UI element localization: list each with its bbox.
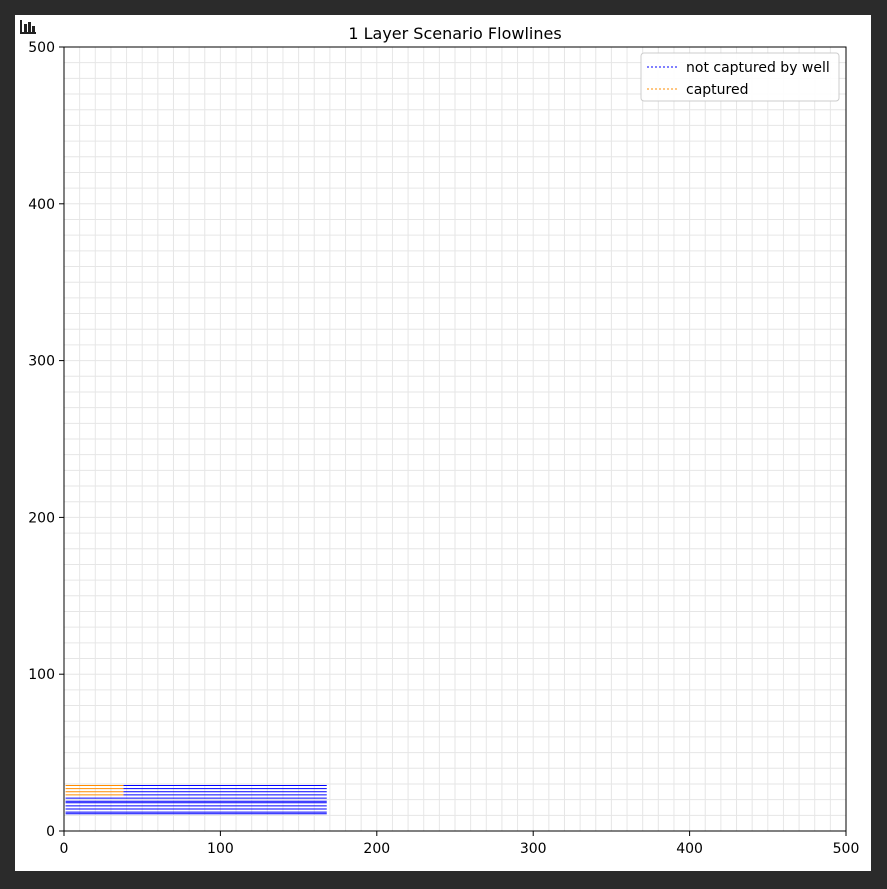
y-tick-label: 400: [28, 197, 55, 213]
x-tick-label: 100: [207, 841, 234, 857]
chart-title: 1 Layer Scenario Flowlines: [348, 24, 561, 43]
x-tick-label: 400: [676, 841, 703, 857]
ticks: 0 100 200 300 400 500 0 100 200 300 400 500: [28, 40, 859, 857]
y-tick-label: 0: [46, 824, 55, 840]
bar-chart-icon[interactable]: [19, 19, 37, 35]
y-tick-label: 100: [28, 667, 55, 683]
y-tick-label: 200: [28, 510, 55, 526]
chart: 0 100 200 300 400 500 0 100 200 300 400 500 1 Layer…: [28, 24, 859, 857]
grid: [63, 46, 847, 832]
x-tick-label: 200: [363, 841, 390, 857]
legend-label-captured: captured: [686, 82, 748, 98]
x-tick-label: 300: [520, 841, 547, 857]
legend-label-not-captured: not captured by well: [686, 60, 830, 76]
y-tick-label: 300: [28, 354, 55, 370]
axes-frame: [63, 46, 847, 832]
x-tick-label: 500: [833, 841, 860, 857]
y-tick-label: 500: [28, 40, 55, 56]
legend-box: [640, 52, 840, 102]
legend: not captured by well captured: [640, 52, 840, 102]
flowlines: [65, 785, 327, 815]
figure-frame: 0 100 200 300 400 500 0 100 200 300 400 500 1 Layer…: [15, 15, 871, 871]
x-tick-label: 0: [60, 841, 69, 857]
